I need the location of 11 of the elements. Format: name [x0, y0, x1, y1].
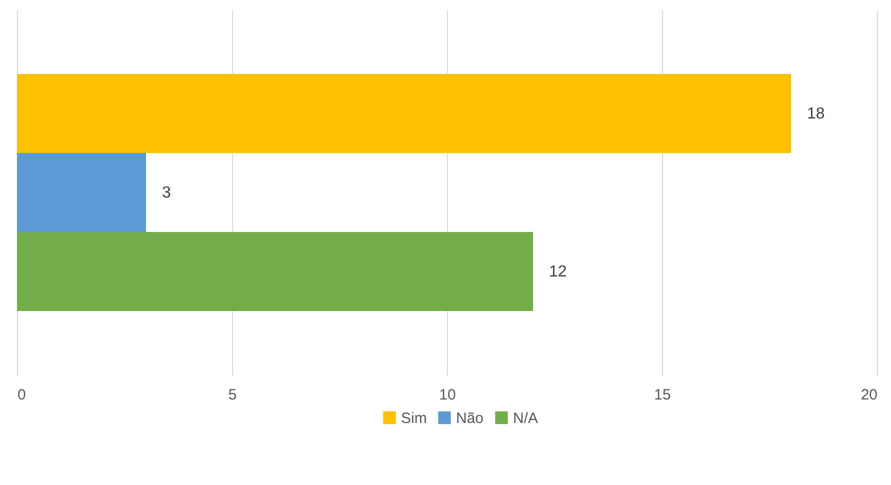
x-tick-label: 10: [439, 386, 456, 404]
x-tick-label: 0: [18, 386, 26, 404]
legend-label: N/A: [513, 410, 538, 427]
x-tick-label: 20: [860, 386, 878, 404]
data-label: 18: [807, 105, 825, 122]
data-label: 12: [549, 264, 567, 281]
x-tick-label: 15: [654, 386, 671, 404]
data-label: 3: [162, 184, 171, 202]
legend-label: Sim: [401, 410, 427, 427]
legend-label: Não: [456, 410, 484, 427]
x-tick-label: 5: [228, 386, 237, 404]
